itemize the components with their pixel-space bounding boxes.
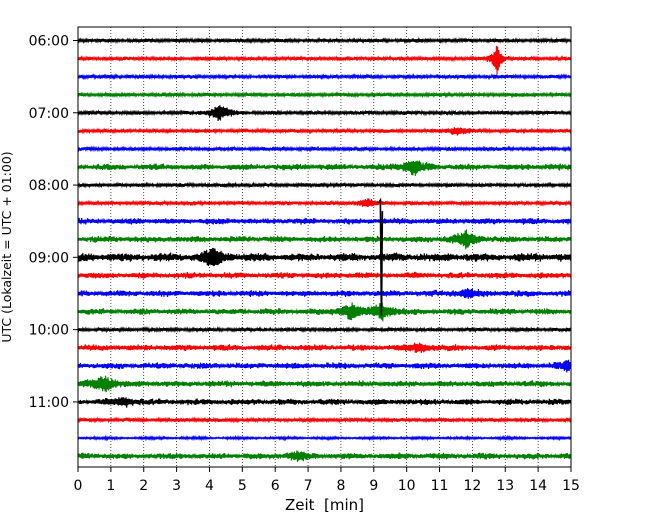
x-tick-label: 14 <box>529 478 547 494</box>
seismic-trace <box>77 198 572 208</box>
x-tick-label: 10 <box>398 478 416 494</box>
x-tick-label: 13 <box>496 478 514 494</box>
seismic-trace <box>77 36 572 45</box>
x-axis: 0 1 2 3 4 5 6 7 8 9 10 11 12 13 14 15 <box>74 467 580 494</box>
plot-frame <box>77 26 572 468</box>
seismic-trace <box>77 397 572 408</box>
x-tick-label: 5 <box>238 478 247 494</box>
trace-group <box>77 36 572 462</box>
y-tick-label: 07:00 <box>29 106 69 122</box>
x-tick-label: 15 <box>562 478 580 494</box>
seismic-trace <box>77 181 572 189</box>
x-tick-label: 12 <box>463 478 481 494</box>
x-axis-label: Zeit [min] <box>285 496 364 514</box>
seismic-trace <box>77 434 572 442</box>
seismic-trace <box>77 342 572 354</box>
x-tick-label: 3 <box>172 478 181 494</box>
grid-lines <box>110 27 539 467</box>
seismic-trace <box>77 375 572 393</box>
seismic-trace <box>77 105 572 121</box>
seismic-trace <box>77 247 572 267</box>
y-axis: 06:00 07:00 08:00 09:00 10:00 11:00 <box>29 34 78 411</box>
seismic-trace <box>77 325 572 334</box>
y-tick-label: 09:00 <box>29 250 69 266</box>
x-tick-label: 1 <box>106 478 115 494</box>
seismic-trace <box>77 45 572 75</box>
seismic-trace <box>77 359 572 373</box>
x-tick-label: 6 <box>271 478 280 494</box>
seismic-trace <box>77 91 572 99</box>
x-tick-label: 0 <box>74 478 83 494</box>
x-tick-label: 2 <box>139 478 148 494</box>
seismic-trace <box>77 217 572 225</box>
seismic-trace <box>77 229 572 250</box>
x-tick-label: 9 <box>369 478 378 494</box>
seismic-trace <box>77 416 572 424</box>
y-tick-label: 10:00 <box>29 323 69 339</box>
seismic-trace <box>77 288 572 300</box>
seismic-trace <box>77 302 572 322</box>
x-tick-label: 8 <box>336 478 345 494</box>
seismic-trace <box>77 450 572 462</box>
seismic-trace <box>77 127 572 136</box>
x-tick-label: 7 <box>304 478 313 494</box>
y-tick-label: 08:00 <box>29 178 69 194</box>
seismic-trace <box>77 145 572 153</box>
seismic-trace <box>77 73 572 81</box>
y-tick-label: 06:00 <box>29 34 69 50</box>
spike-group <box>377 197 384 316</box>
spike-trace <box>377 197 384 316</box>
seismic-trace <box>77 160 572 177</box>
x-tick-label: 4 <box>205 478 214 494</box>
y-tick-label: 11:00 <box>29 395 69 411</box>
seismic-trace <box>77 271 572 280</box>
y-axis-label: UTC (Lokalzeit = UTC + 01:00) <box>0 151 14 342</box>
x-tick-label: 11 <box>431 478 449 494</box>
